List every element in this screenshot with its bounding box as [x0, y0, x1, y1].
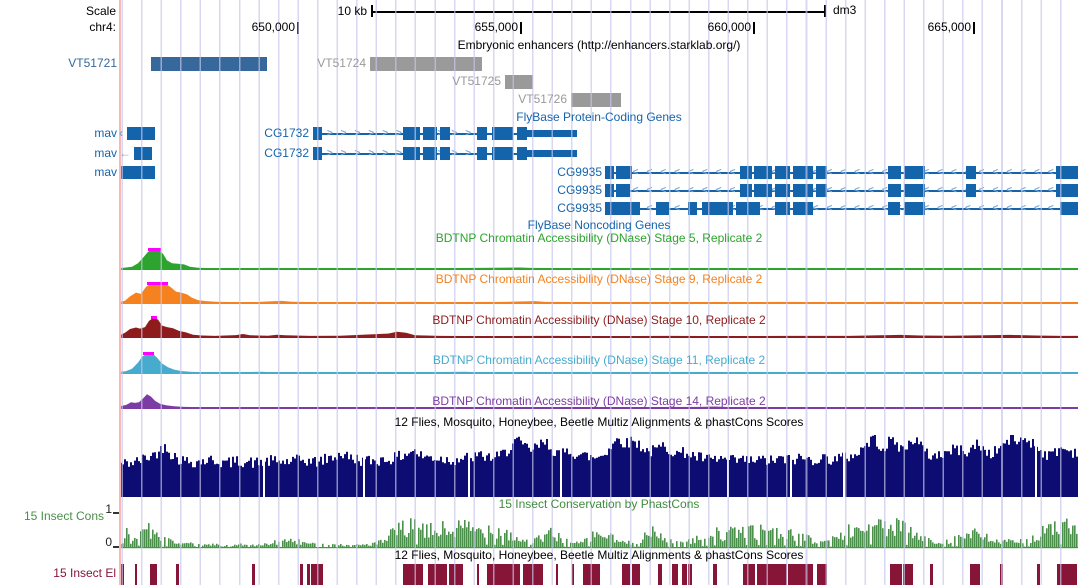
gene-label-CG9935[interactable]: CG9935 [557, 183, 602, 197]
bdtnp-track-title[interactable]: BDTNP Chromatin Accessibility (DNase) St… [432, 394, 766, 408]
gene-label-CG9935[interactable]: CG9935 [557, 165, 602, 179]
ruler-tick-label: 660,000 [707, 20, 751, 34]
assembly-label: dm3 [833, 3, 857, 17]
phastcons-axis-bottom-tick [113, 546, 119, 548]
gene-label-mav[interactable]: mav [94, 126, 117, 140]
phastcons-track-title[interactable]: 15 Insect Conservation by PhastCons [498, 497, 700, 511]
ruler-tick-label: 665,000 [927, 20, 971, 34]
gene-label-mav[interactable]: mav [94, 146, 117, 160]
bdtnp-track-title[interactable]: BDTNP Chromatin Accessibility (DNase) St… [432, 313, 766, 327]
enhancer-label-VT51726[interactable]: VT51726 [518, 92, 567, 106]
gene-label-mav[interactable]: mav [94, 165, 117, 179]
phastcons-axis-top-label: 1 [105, 502, 112, 516]
phastcons-left-label[interactable]: 15 Insect Cons [23, 509, 104, 523]
multiz-track-title[interactable]: 12 Flies, Mosquito, Honeybee, Beetle Mul… [394, 415, 804, 429]
enhancer-label-VT51721[interactable]: VT51721 [68, 56, 117, 70]
gene-label-CG1732[interactable]: CG1732 [264, 126, 309, 140]
gene-label-CG9935[interactable]: CG9935 [557, 201, 602, 215]
ruler-tick-label: 655,000 [474, 20, 518, 34]
gene-strand-glyph: ← [119, 146, 131, 160]
chrom-label: chr4: [89, 20, 116, 34]
enhancer-label-VT51724[interactable]: VT51724 [317, 56, 366, 70]
bdtnp-track-title[interactable]: BDTNP Chromatin Accessibility (DNase) St… [435, 272, 763, 286]
gene-label-CG1732[interactable]: CG1732 [264, 146, 309, 160]
scalebar-kb-label: 10 kb [337, 4, 367, 18]
bdtnp-track-title[interactable]: BDTNP Chromatin Accessibility (DNase) St… [435, 231, 763, 245]
phastcons-axis-bottom-label: 0 [105, 535, 112, 549]
phastcons-axis-top-tick [113, 512, 119, 514]
multiz-track-title-2[interactable]: 12 Flies, Mosquito, Honeybee, Beetle Mul… [394, 548, 804, 562]
ruler-tick-label: 650,000 [251, 20, 295, 34]
elements-left-label[interactable]: 15 Insect El [53, 566, 116, 580]
bdtnp-track-title[interactable]: BDTNP Chromatin Accessibility (DNase) St… [432, 353, 766, 367]
enhancers-track-title[interactable]: Embryonic enhancers (http://enhancers.st… [457, 38, 741, 52]
enhancer-label-VT51725[interactable]: VT51725 [452, 74, 501, 88]
scale-row-label: Scale [85, 4, 116, 18]
gene-strand-glyph: ‹ [119, 126, 123, 140]
protein-coding-genes-title[interactable]: FlyBase Protein-Coding Genes [516, 110, 682, 124]
